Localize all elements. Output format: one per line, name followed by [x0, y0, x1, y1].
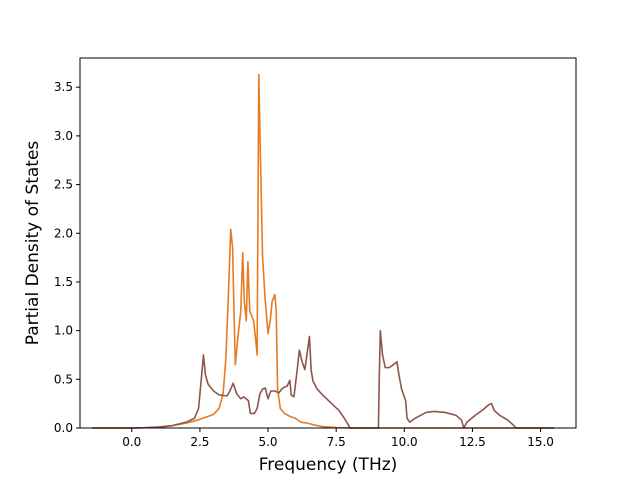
- x-axis-label: Frequency (THz): [259, 455, 398, 475]
- plot-area: [80, 58, 576, 428]
- series-line-2: [92, 329, 555, 429]
- series-layer: [92, 73, 555, 429]
- x-tick-label: 15.0: [527, 435, 554, 449]
- series-line-1: [92, 73, 555, 429]
- x-tick-label: 0.0: [122, 435, 141, 449]
- y-tick-label: 2.0: [54, 226, 73, 240]
- plot-frame: [79, 57, 577, 429]
- x-tick-label: 10.0: [391, 435, 418, 449]
- x-tick-label: 12.5: [459, 435, 486, 449]
- y-axis-label: Partial Density of States: [23, 141, 43, 346]
- y-tick-label: 3.0: [54, 129, 73, 143]
- x-tick-label: 5.0: [258, 435, 277, 449]
- x-tick-label: 2.5: [190, 435, 209, 449]
- y-axis-ticks: 0.0 0.5 1.0 1.5 2.0 2.5 3.0 3.5: [54, 80, 80, 435]
- y-tick-label: 1.0: [54, 324, 73, 338]
- y-tick-label: 1.5: [54, 275, 73, 289]
- y-tick-label: 0.5: [54, 372, 73, 386]
- y-tick-label: 0.0: [54, 421, 73, 435]
- x-axis-ticks: 0.0 2.5 5.0 7.5 10.0 12.5 15.0: [122, 428, 554, 449]
- y-tick-label: 2.5: [54, 178, 73, 192]
- y-tick-label: 3.5: [54, 80, 73, 94]
- x-tick-label: 7.5: [327, 435, 346, 449]
